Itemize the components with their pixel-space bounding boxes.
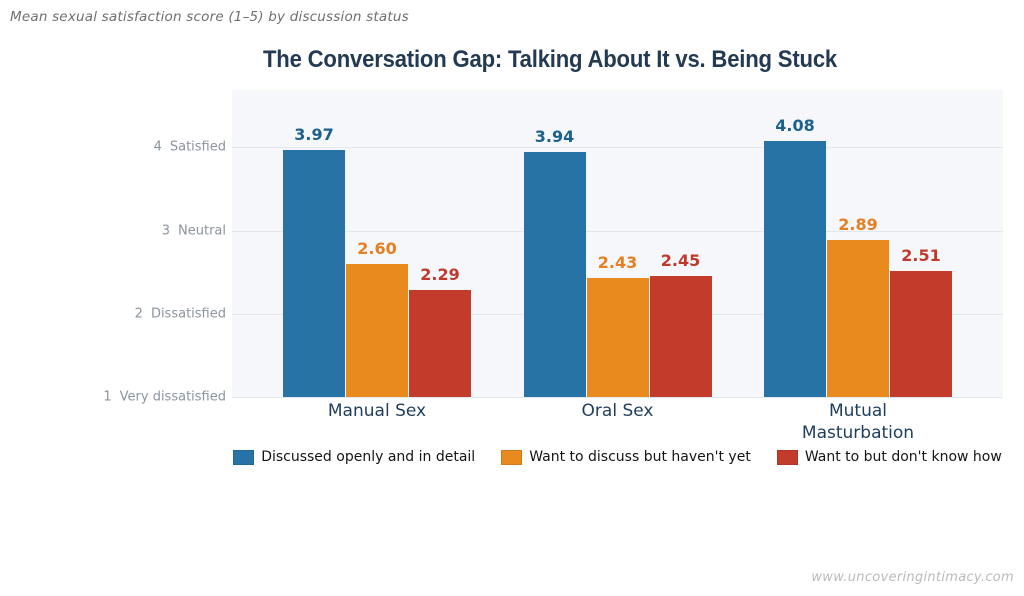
bar-group: 4.08 2.89 2.51 [764, 90, 952, 397]
bar-value-label: 2.29 [420, 264, 460, 284]
chart-subtitle: Mean sexual satisfaction score (1–5) by … [10, 9, 409, 25]
bar [827, 239, 889, 397]
bar-value-label: 3.97 [294, 124, 334, 144]
bar-value-label: 3.94 [534, 127, 575, 147]
bar-value-label: 2.45 [660, 251, 701, 271]
legend-swatch [233, 449, 255, 465]
y-axis-tick-label: 1 Very dissatisfied [103, 389, 226, 405]
bar [764, 140, 826, 397]
y-axis-tick-label: 3 Neutral [161, 223, 226, 239]
y-axis-tick-label: 4 Satisfied [153, 139, 226, 155]
legend-label: Discussed openly and in detail [261, 449, 476, 465]
legend-item: Want to but don't know how [776, 449, 1002, 465]
x-axis-category-label: Mutual Masturbation [801, 401, 915, 443]
legend-swatch [776, 449, 798, 465]
bar-value-label: 2.43 [597, 253, 638, 273]
bar [409, 289, 471, 397]
x-axis-category-label: Oral Sex [581, 401, 654, 421]
legend-item: Want to discuss but haven't yet [501, 449, 751, 465]
bar [523, 152, 586, 397]
bar [283, 149, 345, 397]
bar [649, 276, 712, 397]
chart-title: The Conversation Gap: Talking About It v… [262, 46, 838, 73]
bar-group: 3.97 2.60 2.29 [283, 90, 471, 397]
gridline [232, 397, 1003, 398]
watermark-text: www.uncoveringintimacy.com [811, 570, 1014, 585]
bar-value-label: 2.89 [838, 214, 878, 234]
legend-item: Discussed openly and in detail [233, 449, 475, 465]
gridline [232, 230, 1003, 232]
legend-label: Want to discuss but haven't yet [529, 449, 751, 465]
chart-legend: Discussed openly and in detail Want to di… [232, 449, 1003, 465]
bar-value-label: 4.08 [775, 115, 815, 135]
bar-value-label: 2.60 [357, 238, 397, 258]
bar-value-label: 2.51 [901, 246, 941, 266]
bar-group: 3.94 2.43 2.45 [523, 90, 712, 397]
bar [890, 271, 952, 397]
gridline [232, 147, 1003, 149]
x-axis-category-label: Manual Sex [327, 401, 427, 421]
bar [586, 278, 649, 397]
bar [346, 263, 408, 397]
legend-label: Want to but don't know how [804, 449, 1002, 465]
y-axis-tick-label: 2 Dissatisfied [134, 306, 226, 322]
legend-swatch [501, 449, 523, 465]
plot-area: 4 Satisfied 3 Neutral 2 Dissatisfied 1 Very dis… [103, 90, 1003, 443]
